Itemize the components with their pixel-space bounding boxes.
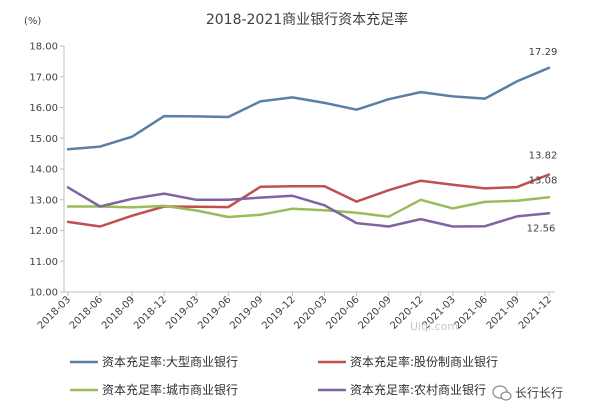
legend-label: 资本充足率:农村商业银行 xyxy=(350,382,486,397)
x-tick-label: 2020-03 xyxy=(292,294,329,331)
data-label: 17.29 xyxy=(529,47,558,58)
x-tick-label: 2018-03 xyxy=(36,294,73,331)
wechat-icon xyxy=(492,385,512,401)
brand-text: 长行长行 xyxy=(515,386,563,400)
legend-label: 资本充足率:城市商业银行 xyxy=(102,382,238,397)
brand-area: 长行长行 xyxy=(492,385,563,401)
x-tick-label: 2019-09 xyxy=(228,294,265,331)
y-tick-label: 11.00 xyxy=(29,257,58,268)
series-line-3 xyxy=(66,186,551,228)
x-tick-label: 2021-12 xyxy=(517,294,554,331)
legend-label: 资本充足率:大型商业银行 xyxy=(102,354,238,369)
y-tick-label: 10.00 xyxy=(29,288,58,299)
data-label: 13.82 xyxy=(529,151,558,162)
data-label: 12.56 xyxy=(527,223,556,234)
watermark: Uiqi.com xyxy=(410,320,458,333)
y-tick-label: 13.00 xyxy=(29,195,58,206)
legend-label: 资本充足率:股份制商业银行 xyxy=(350,354,498,369)
x-tick-label: 2018-06 xyxy=(68,294,105,331)
y-tick-label: 12.00 xyxy=(29,226,58,237)
y-unit-label: (%) xyxy=(24,16,41,27)
y-tick-label: 15.00 xyxy=(29,134,58,145)
x-tick-label: 2019-12 xyxy=(260,294,297,331)
x-tick-label: 2018-09 xyxy=(100,294,137,331)
x-tick-label: 2020-09 xyxy=(356,294,393,331)
x-tick-label: 2019-03 xyxy=(164,294,201,331)
x-tick-label: 2019-06 xyxy=(196,294,233,331)
y-tick-label: 14.00 xyxy=(29,165,58,176)
data-labels: 17.29 13.82 13.08 12.56 xyxy=(527,47,558,234)
y-tick-label: 17.00 xyxy=(29,72,58,83)
series-line-2 xyxy=(66,196,551,219)
series-line-0 xyxy=(66,66,551,151)
x-tick-label: 2018-12 xyxy=(132,294,169,331)
series-line-1 xyxy=(66,173,551,228)
y-tick-label: 16.00 xyxy=(29,103,58,114)
x-tick-label: 2021-09 xyxy=(485,294,522,331)
x-tick-label: 2021-06 xyxy=(453,294,490,331)
y-tick-label: 18.00 xyxy=(29,42,58,53)
chart-title: 2018-2021商业银行资本充足率 xyxy=(206,11,408,28)
data-label: 13.08 xyxy=(529,175,558,186)
x-tick-label: 2020-06 xyxy=(324,294,361,331)
series-lines xyxy=(66,66,551,228)
